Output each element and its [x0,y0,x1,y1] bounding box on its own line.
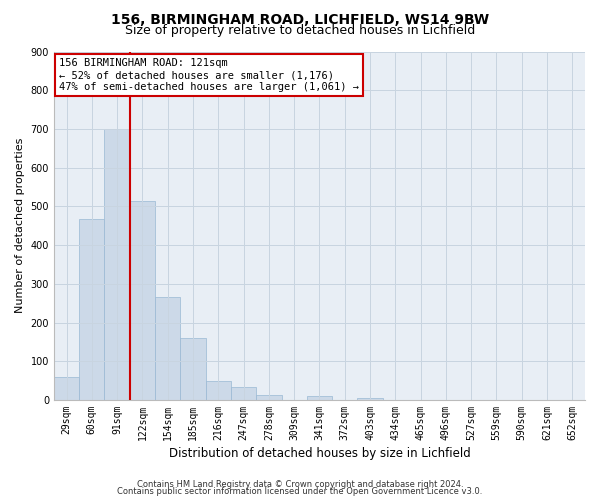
Bar [79,219,104,400]
Text: Contains public sector information licensed under the Open Government Licence v3: Contains public sector information licen… [118,487,482,496]
Bar [256,395,281,400]
Bar [206,382,231,400]
Text: 156 BIRMINGHAM ROAD: 121sqm
← 52% of detached houses are smaller (1,176)
47% of : 156 BIRMINGHAM ROAD: 121sqm ← 52% of det… [59,58,359,92]
Bar [130,200,155,400]
Y-axis label: Number of detached properties: Number of detached properties [15,138,25,314]
Bar [54,376,79,400]
Bar [155,298,181,400]
Bar [307,396,332,400]
Bar [358,398,383,400]
X-axis label: Distribution of detached houses by size in Lichfield: Distribution of detached houses by size … [169,447,470,460]
Bar [181,338,206,400]
Bar [104,129,130,400]
Bar [231,387,256,400]
Text: Contains HM Land Registry data © Crown copyright and database right 2024.: Contains HM Land Registry data © Crown c… [137,480,463,489]
Text: Size of property relative to detached houses in Lichfield: Size of property relative to detached ho… [125,24,475,37]
Text: 156, BIRMINGHAM ROAD, LICHFIELD, WS14 9BW: 156, BIRMINGHAM ROAD, LICHFIELD, WS14 9B… [111,12,489,26]
